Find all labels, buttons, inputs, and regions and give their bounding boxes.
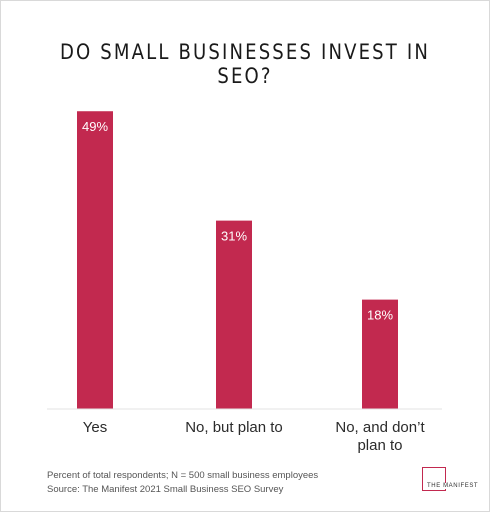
- bars-layer: [77, 111, 398, 409]
- bar-3: [362, 299, 398, 409]
- x-tick-label-line: Yes: [83, 419, 107, 436]
- labels-layer: 49% 31% 18%: [82, 119, 393, 322]
- bar-2: [216, 220, 252, 409]
- data-label-3: 18%: [367, 308, 393, 323]
- bar-1: [77, 111, 113, 409]
- data-label-2: 31%: [221, 229, 247, 244]
- chart-title: DO SMALL BUSINESSES INVEST IN SEO?: [59, 40, 431, 88]
- data-label-1: 49%: [82, 119, 108, 134]
- x-tick-labels: Yes No, but plan to No, and don’t plan to: [83, 419, 426, 454]
- logo-frame: [422, 467, 446, 491]
- footnote-source: Source: The Manifest 2021 Small Business…: [47, 484, 284, 495]
- footnote-respondents: Percent of total respondents; N = 500 sm…: [47, 470, 319, 481]
- x-tick-label-3: No, and don’t plan to: [335, 419, 425, 454]
- x-tick-label-2: No, but plan to: [185, 419, 283, 436]
- x-tick-label-1: Yes: [83, 419, 107, 436]
- x-tick-label-line: No, but plan to: [185, 419, 283, 436]
- x-tick-label-line: No, and don’t: [335, 419, 425, 436]
- logo-wordmark: THE MANIFEST: [426, 483, 480, 489]
- the-manifest-logo: THE MANIFEST: [422, 467, 480, 493]
- x-tick-label-line: plan to: [357, 437, 402, 454]
